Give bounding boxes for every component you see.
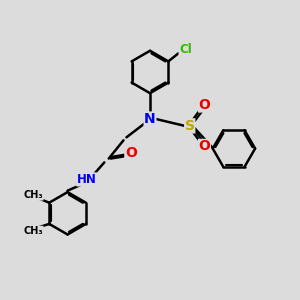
- Text: CH₃: CH₃: [23, 190, 43, 200]
- Text: CH₃: CH₃: [23, 226, 43, 236]
- Text: O: O: [199, 98, 210, 112]
- Text: HN: HN: [77, 173, 97, 186]
- Text: S: S: [185, 119, 195, 133]
- Text: O: O: [125, 146, 137, 160]
- Text: Cl: Cl: [179, 43, 192, 56]
- Text: N: N: [144, 112, 156, 126]
- Text: O: O: [199, 140, 210, 154]
